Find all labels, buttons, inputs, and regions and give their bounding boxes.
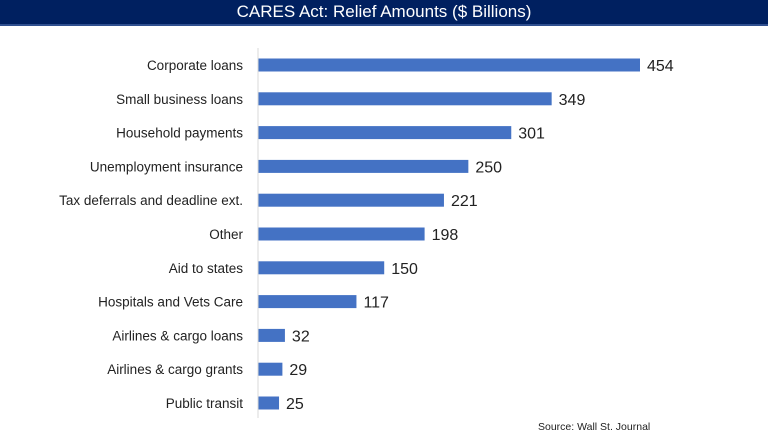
- category-label: Unemployment insurance: [90, 159, 243, 174]
- category-label: Aid to states: [169, 261, 244, 276]
- data-label: 250: [475, 159, 502, 176]
- data-label: 454: [647, 58, 674, 75]
- bar: [258, 261, 385, 275]
- data-label: 29: [289, 362, 307, 379]
- category-label: Household payments: [116, 126, 243, 141]
- source-note: Source: Wall St. Journal: [538, 421, 651, 433]
- bar: [258, 328, 285, 342]
- bar: [258, 159, 469, 173]
- bar: [258, 58, 640, 72]
- bar: [258, 227, 425, 241]
- data-label: 301: [518, 126, 545, 143]
- category-label: Tax deferrals and deadline ext.: [59, 193, 243, 208]
- data-label: 25: [286, 396, 304, 413]
- bar: [258, 295, 357, 309]
- bar: [258, 92, 552, 106]
- category-label: Other: [209, 227, 243, 242]
- bar: [258, 126, 512, 140]
- chart-title: CARES Act: Relief Amounts ($ Billions): [0, 0, 768, 26]
- category-label: Airlines & cargo loans: [112, 328, 243, 343]
- category-label: Hospitals and Vets Care: [98, 295, 243, 310]
- data-label: 32: [292, 328, 310, 345]
- bar: [258, 362, 283, 376]
- data-label: 198: [432, 227, 459, 244]
- data-label: 221: [451, 193, 478, 210]
- data-label: 117: [363, 295, 389, 312]
- data-label: 349: [559, 92, 586, 109]
- bar: [258, 193, 444, 207]
- bar: [258, 396, 280, 410]
- category-label: Public transit: [166, 396, 244, 411]
- data-label: 150: [391, 261, 418, 278]
- category-label: Airlines & cargo grants: [107, 362, 243, 377]
- category-label: Corporate loans: [147, 58, 243, 73]
- category-label: Small business loans: [116, 92, 243, 107]
